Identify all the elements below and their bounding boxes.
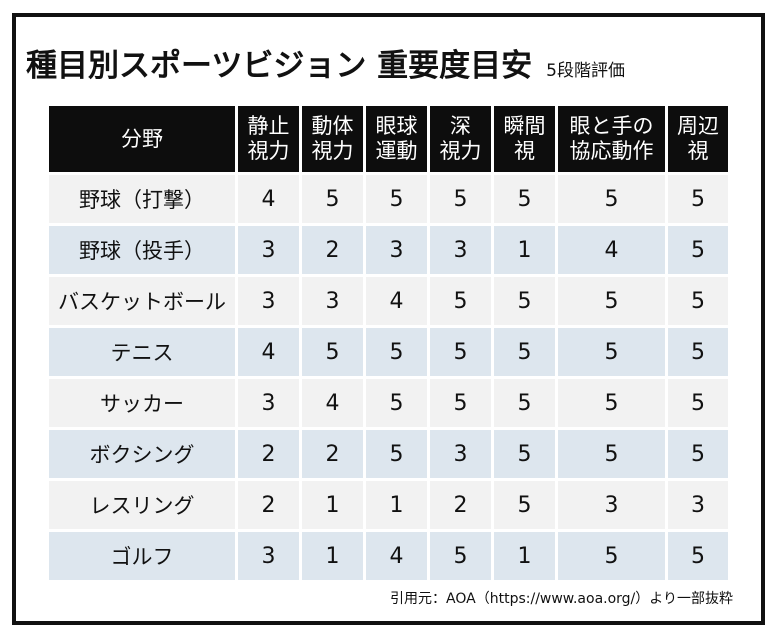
sport-name: 野球（打撃） (49, 175, 235, 223)
rating-cell: 3 (238, 277, 299, 325)
rating-cell: 5 (558, 328, 665, 376)
rating-cell: 4 (302, 379, 363, 427)
header-category: 分野 (49, 106, 235, 172)
table-row: レスリング 2 1 1 2 5 3 3 (49, 481, 728, 529)
rating-cell: 5 (558, 379, 665, 427)
rating-cell: 1 (302, 481, 363, 529)
rating-cell: 1 (366, 481, 427, 529)
rating-cell: 3 (668, 481, 728, 529)
sports-vision-table: 分野 静止 視力 動体 視力 眼球 運動深視力 瞬間視眼と手の 協応動作 周辺視 野球（打撃） 4 5… (46, 103, 731, 583)
rating-cell: 3 (302, 277, 363, 325)
title-row: 種目別スポーツビジョン 重要度目安 5段階評価 (26, 34, 625, 86)
rating-cell: 2 (238, 481, 299, 529)
rating-cell: 5 (366, 430, 427, 478)
rating-cell: 5 (558, 277, 665, 325)
table-row: サッカー 3 4 5 5 5 5 5 (49, 379, 728, 427)
rating-cell: 2 (238, 430, 299, 478)
header-metric-6: 眼と手の 協応動作 (558, 106, 665, 172)
sport-name: ボクシング (49, 430, 235, 478)
table-row: ボクシング 2 2 5 3 5 5 5 (49, 430, 728, 478)
rating-cell: 5 (430, 532, 491, 580)
rating-cell: 5 (668, 430, 728, 478)
rating-cell: 5 (302, 328, 363, 376)
rating-cell: 5 (430, 328, 491, 376)
rating-cell: 5 (430, 379, 491, 427)
sport-name: レスリング (49, 481, 235, 529)
table-row: バスケットボール 3 3 4 5 5 5 5 (49, 277, 728, 325)
table-row: 野球（打撃） 4 5 5 5 5 5 5 (49, 175, 728, 223)
rating-cell: 3 (238, 226, 299, 274)
sport-name: ゴルフ (49, 532, 235, 580)
header-row: 分野 静止 視力 動体 視力 眼球 運動深視力 瞬間視眼と手の 協応動作 周辺視 (49, 106, 728, 172)
rating-cell: 2 (302, 430, 363, 478)
rating-cell: 4 (366, 277, 427, 325)
table-row: ゴルフ 3 1 4 5 1 5 5 (49, 532, 728, 580)
rating-cell: 5 (668, 379, 728, 427)
rating-cell: 5 (494, 430, 555, 478)
page-title: 種目別スポーツビジョン 重要度目安 (26, 48, 533, 84)
rating-cell: 4 (238, 328, 299, 376)
rating-cell: 4 (558, 226, 665, 274)
rating-cell: 5 (366, 379, 427, 427)
source-credit: 引用元：AOA（https://www.aoa.org/）より一部抜粋 (390, 591, 733, 607)
rating-cell: 5 (668, 226, 728, 274)
rating-cell: 3 (430, 226, 491, 274)
header-metric-4: 深視力 (430, 106, 491, 172)
header-metric-1: 静止 視力 (238, 106, 299, 172)
rating-cell: 5 (494, 328, 555, 376)
rating-cell: 5 (668, 328, 728, 376)
rating-cell: 3 (558, 481, 665, 529)
header-metric-5: 瞬間視 (494, 106, 555, 172)
sport-name: サッカー (49, 379, 235, 427)
rating-cell: 5 (430, 175, 491, 223)
rating-cell: 5 (366, 328, 427, 376)
rating-cell: 3 (238, 532, 299, 580)
table-row: テニス 4 5 5 5 5 5 5 (49, 328, 728, 376)
sport-name: 野球（投手） (49, 226, 235, 274)
rating-cell: 5 (302, 175, 363, 223)
rating-cell: 3 (238, 379, 299, 427)
rating-cell: 5 (668, 175, 728, 223)
rating-cell: 2 (430, 481, 491, 529)
rating-cell: 5 (558, 175, 665, 223)
rating-cell: 5 (558, 532, 665, 580)
header-metric-7: 周辺視 (668, 106, 728, 172)
rating-cell: 3 (366, 226, 427, 274)
rating-cell: 1 (302, 532, 363, 580)
rating-cell: 4 (238, 175, 299, 223)
rating-scale-note: 5段階評価 (546, 61, 625, 81)
header-metric-3: 眼球 運動 (366, 106, 427, 172)
rating-cell: 3 (430, 430, 491, 478)
rating-cell: 1 (494, 532, 555, 580)
rating-cell: 5 (558, 430, 665, 478)
rating-cell: 5 (366, 175, 427, 223)
sport-name: テニス (49, 328, 235, 376)
header-metric-2: 動体 視力 (302, 106, 363, 172)
rating-cell: 5 (430, 277, 491, 325)
rating-cell: 5 (668, 277, 728, 325)
sport-name: バスケットボール (49, 277, 235, 325)
rating-cell: 5 (494, 481, 555, 529)
rating-cell: 2 (302, 226, 363, 274)
rating-cell: 5 (494, 175, 555, 223)
rating-cell: 4 (366, 532, 427, 580)
rating-cell: 1 (494, 226, 555, 274)
rating-cell: 5 (494, 277, 555, 325)
rating-cell: 5 (494, 379, 555, 427)
table-row: 野球（投手） 3 2 3 3 1 4 5 (49, 226, 728, 274)
rating-cell: 5 (668, 532, 728, 580)
